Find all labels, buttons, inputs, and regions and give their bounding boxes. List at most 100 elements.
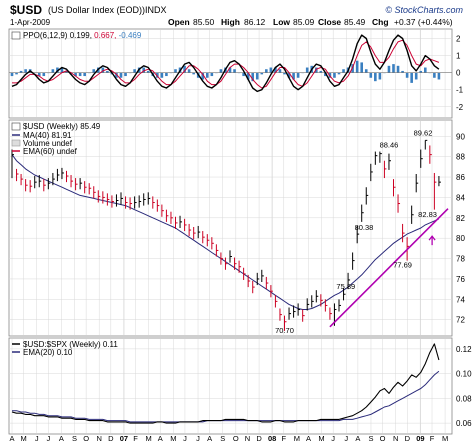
ppo-histogram-bar	[337, 72, 341, 75]
y-tick-label: -2	[456, 103, 464, 112]
ppo-histogram-bar	[378, 72, 382, 80]
price-bar	[265, 276, 269, 290]
ppo-histogram-bar	[37, 72, 41, 77]
ppo-histogram-bar	[74, 72, 77, 77]
price-bar	[147, 192, 151, 205]
price-bar	[347, 272, 351, 290]
price-bar	[297, 303, 301, 316]
price-bar	[134, 196, 137, 209]
ppo-histogram-bar	[328, 72, 332, 78]
price-bar	[438, 176, 441, 187]
price-bar	[16, 168, 19, 182]
price-bar	[52, 172, 55, 186]
ppo-histogram-bar	[423, 67, 427, 73]
price-bar	[179, 215, 183, 228]
price-annotation: 75.89	[336, 282, 355, 291]
price-bar	[256, 272, 260, 286]
x-tick-label: A	[306, 434, 311, 443]
y-tick-label: 84	[456, 193, 465, 202]
ppo-histogram-bar	[278, 69, 282, 73]
legend-swatch	[11, 122, 21, 131]
price-bar	[20, 173, 24, 186]
ratio-panel-frame	[8, 337, 453, 435]
ppo-histogram-bar	[92, 69, 96, 73]
x-tick-label: O	[233, 434, 239, 443]
ppo-histogram-bar	[324, 72, 327, 77]
ratio-line	[11, 343, 440, 424]
ppo-histogram-bar	[146, 70, 150, 73]
ppo-histogram-bar	[106, 70, 109, 73]
ppo-histogram-bar	[246, 72, 250, 80]
x-tick-label: 07	[120, 434, 128, 443]
quote-bar: Open 85.50 High 86.12 Low 85.09 Close 85…	[168, 17, 453, 27]
price-bar	[329, 307, 332, 320]
price-bar	[343, 288, 346, 301]
x-tick-label: M	[170, 434, 176, 443]
ppo-histogram-bar	[42, 72, 46, 77]
y-tick-label: 1	[456, 52, 461, 61]
price-bar	[138, 195, 142, 208]
price-bar	[111, 195, 114, 208]
price-bar	[429, 145, 432, 164]
price-legend-item: Volume undef	[23, 139, 73, 148]
price-layer: 88.46 89.62 80.38 75.89 77.69 82.83 70.70	[11, 128, 449, 335]
ppo-histogram-bar	[292, 72, 295, 80]
ppo-histogram-bar	[156, 72, 159, 78]
y-tick-label: 0	[456, 69, 461, 78]
price-bar	[129, 197, 133, 210]
price-bar	[34, 176, 37, 189]
price-bar	[270, 285, 273, 298]
ratio-legend-item: EMA(20) 0.10	[23, 348, 73, 357]
ppo-legend-name: PPO(6,12,9)	[23, 31, 70, 40]
price-legend-title: $USD (Weekly) 85.49	[23, 122, 101, 131]
support-trendline	[329, 208, 449, 328]
price-bar	[293, 305, 296, 318]
ppo-histogram-bar	[287, 72, 291, 78]
ppo-histogram-bar	[369, 72, 373, 78]
ppo-histogram-bar	[219, 69, 223, 73]
price-bar	[120, 192, 123, 205]
price-annotation: 89.62	[414, 128, 433, 137]
x-tick-label: J	[331, 434, 335, 443]
price-bar	[243, 267, 246, 280]
price-annotation: 88.46	[380, 140, 399, 149]
x-tick-label: D	[405, 434, 411, 443]
price-bar	[188, 223, 192, 237]
price-bar	[75, 178, 78, 191]
price-bar	[379, 151, 382, 163]
x-tick-label: J	[344, 434, 348, 443]
price-bar	[306, 298, 310, 311]
price-bar	[238, 260, 242, 273]
x-tick-label: 08	[268, 434, 276, 443]
x-tick-label: A	[9, 434, 14, 443]
y-tick-label: 88	[456, 153, 465, 162]
ppo-histogram-bar	[133, 69, 136, 73]
price-bar	[115, 194, 119, 207]
price-annotation: 80.38	[355, 223, 374, 232]
x-tick-label: J	[35, 434, 39, 443]
x-tick-label: J	[183, 434, 187, 443]
price-bar	[397, 194, 401, 213]
x-tick-label: O	[380, 434, 386, 443]
x-tick-label: M	[442, 434, 448, 443]
close-label: Close	[318, 17, 341, 27]
price-bar	[415, 173, 419, 193]
ppo-panel-frame	[8, 28, 453, 119]
price-bar	[356, 225, 360, 244]
price-bar	[274, 295, 278, 308]
price-bar	[252, 280, 255, 294]
legend-swatch	[11, 31, 21, 40]
price-bar	[388, 153, 391, 170]
price-bar	[184, 218, 187, 232]
x-tick-label: M	[145, 434, 151, 443]
price-panel-frame	[8, 119, 453, 337]
x-tick-label: S	[220, 434, 225, 443]
ppo-histogram-bar	[251, 72, 255, 82]
ppo-histogram-bar	[242, 72, 245, 77]
x-tick-label: M	[21, 434, 27, 443]
price-bar	[215, 244, 219, 257]
y-tick-label: 80	[456, 234, 465, 243]
ppo-histogram-bar	[360, 62, 364, 73]
ppo-histogram-bar	[401, 70, 404, 73]
